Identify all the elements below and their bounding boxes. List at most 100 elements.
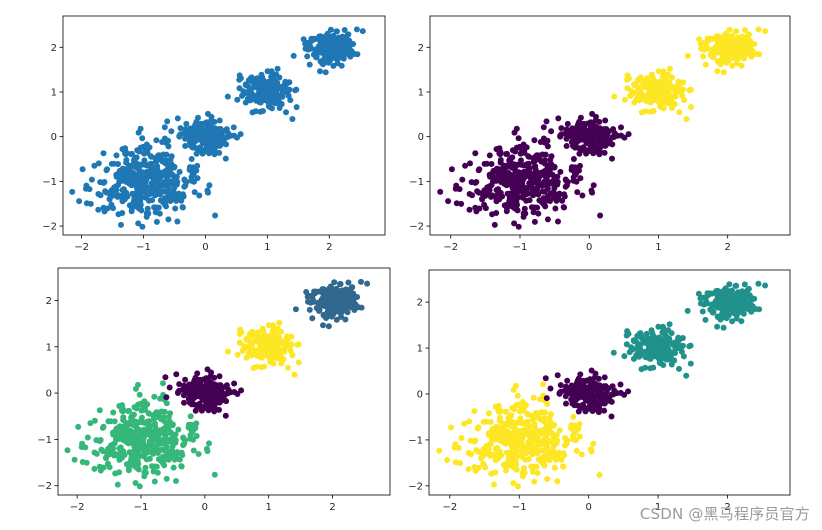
scatter-point (83, 182, 90, 189)
scatter-point (96, 407, 103, 414)
scatter-point (321, 55, 328, 62)
scatter-point (212, 133, 219, 140)
scatter-points (69, 26, 366, 230)
scatter-point (585, 405, 592, 412)
scatter-point (169, 447, 175, 454)
scatter-point (174, 218, 181, 225)
scatter-point (529, 184, 535, 191)
scatter-point (569, 134, 576, 141)
scatter-point (104, 460, 111, 467)
scatter-point (453, 182, 460, 189)
scatter-point (171, 181, 178, 188)
scatter-point (278, 101, 285, 108)
scatter-point (534, 437, 541, 443)
scatter-point (174, 449, 181, 456)
scatter-point (126, 460, 132, 467)
scatter-point (575, 121, 582, 128)
scatter-point (136, 148, 143, 155)
scatter-point (578, 451, 585, 458)
scatter-point (270, 78, 277, 85)
scatter-point (531, 478, 538, 485)
scatter-point (238, 387, 245, 394)
scatter-point (180, 130, 187, 137)
scatter-point (510, 432, 517, 439)
scatter-point (544, 172, 551, 179)
scatter-point (504, 201, 510, 208)
scatter-point (154, 166, 161, 173)
scatter-point (270, 95, 276, 102)
scatter-point (93, 450, 100, 457)
scatter-point (181, 399, 187, 406)
scatter-point (309, 37, 315, 44)
scatter-point (245, 350, 252, 357)
scatter-point (562, 435, 569, 441)
scatter-point (643, 330, 650, 337)
y-tick-label: 0 (46, 389, 52, 400)
scatter-point (515, 483, 521, 490)
scatter-point (521, 469, 528, 476)
scatter-point (733, 60, 740, 67)
scatter-point (564, 120, 571, 127)
scatter-point (496, 417, 503, 424)
scatter-point (161, 124, 168, 131)
scatter-point (678, 348, 685, 355)
scatter-point (561, 452, 568, 459)
scatter-point (332, 48, 339, 55)
scatter-point (551, 464, 558, 471)
scatter-point (593, 385, 600, 392)
scatter-point (713, 288, 720, 294)
scatter-point (320, 322, 326, 329)
scatter-point (207, 148, 214, 155)
scatter-point (100, 179, 107, 186)
scatter-point (205, 389, 212, 396)
y-tick-label: 0 (51, 132, 57, 143)
scatter-point (532, 157, 539, 164)
scatter-point (145, 185, 152, 191)
scatter-point (312, 46, 318, 53)
scatter-point (488, 193, 494, 200)
y-tick-label: 1 (51, 87, 57, 98)
scatter-point (528, 443, 535, 450)
scatter-point (292, 306, 299, 313)
scatter-point (179, 204, 186, 211)
scatter-point (119, 198, 126, 205)
scatter-point (335, 290, 342, 297)
scatter-point (547, 198, 553, 204)
scatter-point (247, 341, 254, 348)
scatter-point (186, 164, 193, 171)
scatter-point (462, 162, 469, 169)
scatter-point (589, 390, 596, 397)
scatter-point (448, 166, 455, 173)
scatter-point (265, 103, 272, 110)
scatter-point (165, 413, 172, 420)
scatter-point (111, 187, 118, 194)
x-tick-label: −2 (70, 502, 85, 513)
scatter-point (595, 409, 602, 416)
scatter-point (522, 210, 529, 217)
scatter-point (334, 60, 341, 67)
scatter-point (509, 444, 516, 451)
scatter-point (696, 36, 703, 43)
scatter-point (87, 200, 94, 207)
scatter-point (267, 358, 274, 365)
scatter-point (506, 156, 513, 163)
scatter-point (702, 61, 709, 68)
scatter-point (144, 418, 151, 425)
scatter-point (162, 374, 169, 381)
scatter-point (554, 372, 561, 379)
scatter-point (551, 422, 557, 428)
y-tick-label: 2 (51, 43, 57, 54)
scatter-point (562, 176, 569, 183)
scatter-point (468, 451, 475, 458)
scatter-point (719, 311, 725, 317)
scatter-point (79, 166, 86, 173)
scatter-point (359, 28, 366, 35)
scatter-point (163, 430, 170, 437)
scatter-point (133, 464, 140, 471)
scatter-point (661, 343, 668, 350)
y-tick-label: −1 (37, 435, 52, 446)
scatter-point (128, 413, 135, 420)
scatter-point (513, 420, 520, 426)
scatter-point (125, 440, 132, 447)
scatter-point (193, 131, 200, 138)
